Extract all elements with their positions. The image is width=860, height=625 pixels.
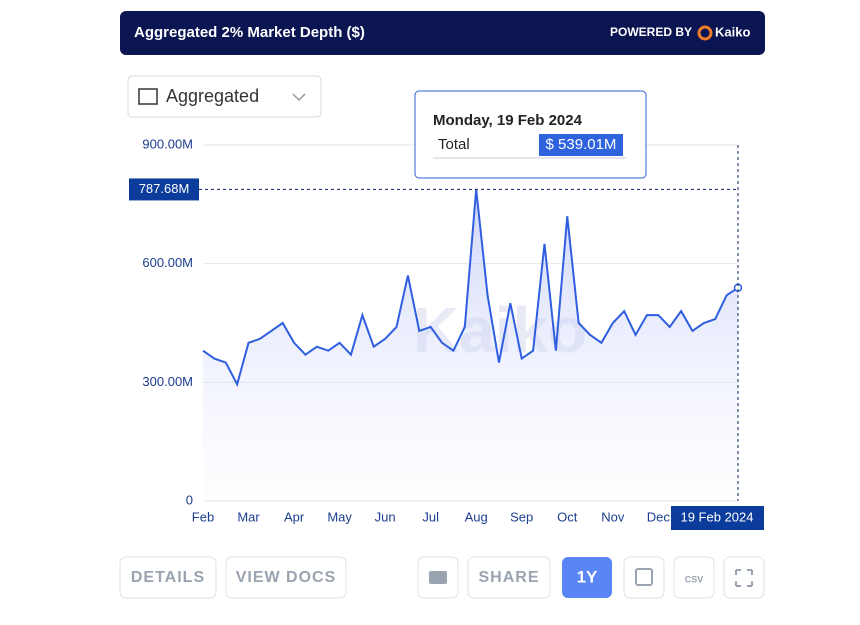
csv-label: CSV xyxy=(685,574,704,584)
tooltip xyxy=(414,90,647,179)
x-tick-label: Oct xyxy=(557,509,578,524)
details-label: DETAILS xyxy=(131,569,205,586)
crosshair-label: 787.68M xyxy=(139,181,190,196)
fullscreen-icon xyxy=(735,569,753,587)
range-label: 1Y xyxy=(577,567,598,586)
tooltip-series: Total xyxy=(438,136,470,153)
tooltip-value-bg xyxy=(539,134,623,156)
x-tick-label: Sep xyxy=(510,509,533,524)
docs-button[interactable] xyxy=(225,556,347,599)
range-button[interactable] xyxy=(562,557,612,598)
x-tick-label: May xyxy=(327,509,352,524)
line xyxy=(202,189,739,388)
crosshair-badge xyxy=(129,178,199,201)
y-tick-label: 300.00M xyxy=(142,374,193,389)
x-highlight-badge xyxy=(671,506,764,530)
dropdown-icon xyxy=(138,88,158,105)
y-tick-label: 0 xyxy=(186,492,193,507)
tooltip-value: $ 539.01M xyxy=(546,136,617,153)
dropdown-label: Aggregated xyxy=(166,86,259,106)
brand-logo xyxy=(697,25,713,41)
powered-by: POWERED BY xyxy=(610,25,692,39)
docs-label: VIEW DOCS xyxy=(236,569,337,586)
x-highlight-label: 19 Feb 2024 xyxy=(680,509,753,524)
y-tick-label: 600.00M xyxy=(142,255,193,270)
chart-title: Aggregated 2% Market Depth ($) xyxy=(134,24,365,41)
x-tick-label: Mar xyxy=(237,509,260,524)
x-tick-label: Aug xyxy=(465,509,488,524)
x-tick-label: Feb xyxy=(192,509,214,524)
calendar-icon xyxy=(635,568,653,586)
plot: 0 300.00M 600.00M 900.00M Feb Mar Apr May Jun Jul… xyxy=(129,90,764,530)
tooltip-date: Monday, 19 Feb 2024 xyxy=(433,112,583,129)
fullscreen-button[interactable] xyxy=(723,556,765,599)
x-tick-label: Dec xyxy=(647,509,671,524)
header-bar xyxy=(120,11,765,55)
area xyxy=(203,189,738,501)
brand: Kaiko xyxy=(715,24,750,39)
camera-icon xyxy=(429,571,447,584)
x-tick-label: Apr xyxy=(284,509,305,524)
x-tick-label: Nov xyxy=(601,509,625,524)
share-label: SHARE xyxy=(478,569,539,586)
dropdown-caret xyxy=(292,93,306,102)
details-button[interactable] xyxy=(119,556,217,599)
y-tick-label: 900.00M xyxy=(142,136,193,151)
x-tick-label: Jun xyxy=(375,509,396,524)
share-button[interactable] xyxy=(467,556,551,599)
x-tick-label: Jul xyxy=(422,509,439,524)
calendar-button[interactable] xyxy=(623,556,665,599)
csv-button[interactable] xyxy=(673,556,715,599)
dropdown[interactable] xyxy=(127,75,322,118)
